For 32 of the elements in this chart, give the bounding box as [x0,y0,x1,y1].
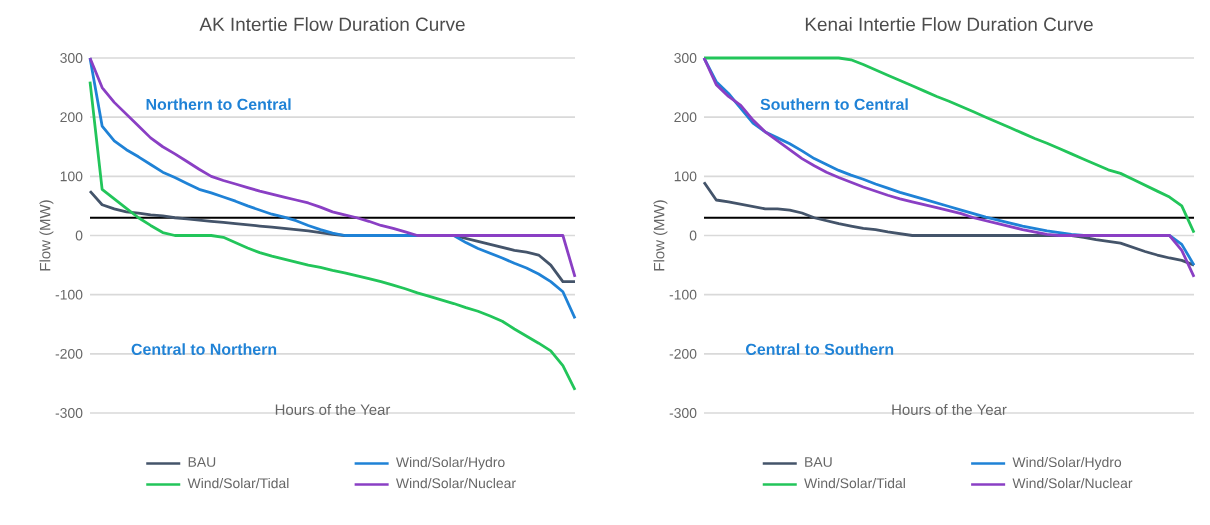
y-tick-label: -100 [669,289,697,300]
x-axis-title: Hours of the Year [892,404,1007,416]
y-tick-label: -200 [55,348,83,359]
legend-label: Wind/Solar/Hydro [1012,456,1122,470]
legend-label: Wind/Solar/Nuclear [1012,477,1133,489]
legend-label: Wind/Solar/Tidal [187,477,289,489]
chart-title: Kenai Intertie Flow Duration Curve [805,17,1093,32]
y-tick-label: 0 [75,230,83,241]
y-tick-label: 200 [674,112,697,123]
y-tick-label: 100 [60,171,83,182]
legend-label: Wind/Solar/Tidal [804,477,905,489]
y-tick-label: -300 [669,408,697,418]
legend-label: Wind/Solar/Nuclear [395,477,516,489]
legend-label: BAU [805,457,832,467]
y-tick-label: -100 [55,289,83,300]
annotation: Central to Southern [746,343,894,355]
y-axis-title: Flow (MW) [39,200,54,271]
y-tick-label: -300 [55,408,83,418]
annotation: Central to Northern [131,343,277,355]
x-axis-title: Hours of the Year [275,404,391,416]
y-tick-label: 300 [674,53,697,63]
legend-label: Wind/Solar/Hydro [395,456,505,470]
chart-title: AK Intertie Flow Duration Curve [199,17,465,32]
legend-label: BAU [188,457,216,467]
y-tick-label: -200 [669,348,697,359]
annotation: Northern to Central [146,98,291,111]
y-axis-title: Flow (MW) [653,200,668,271]
y-tick-label: 0 [689,230,697,241]
annotation: Southern to Central [760,98,908,111]
y-tick-label: 300 [60,53,83,63]
y-tick-label: 100 [674,171,697,182]
y-tick-label: 200 [60,112,83,123]
